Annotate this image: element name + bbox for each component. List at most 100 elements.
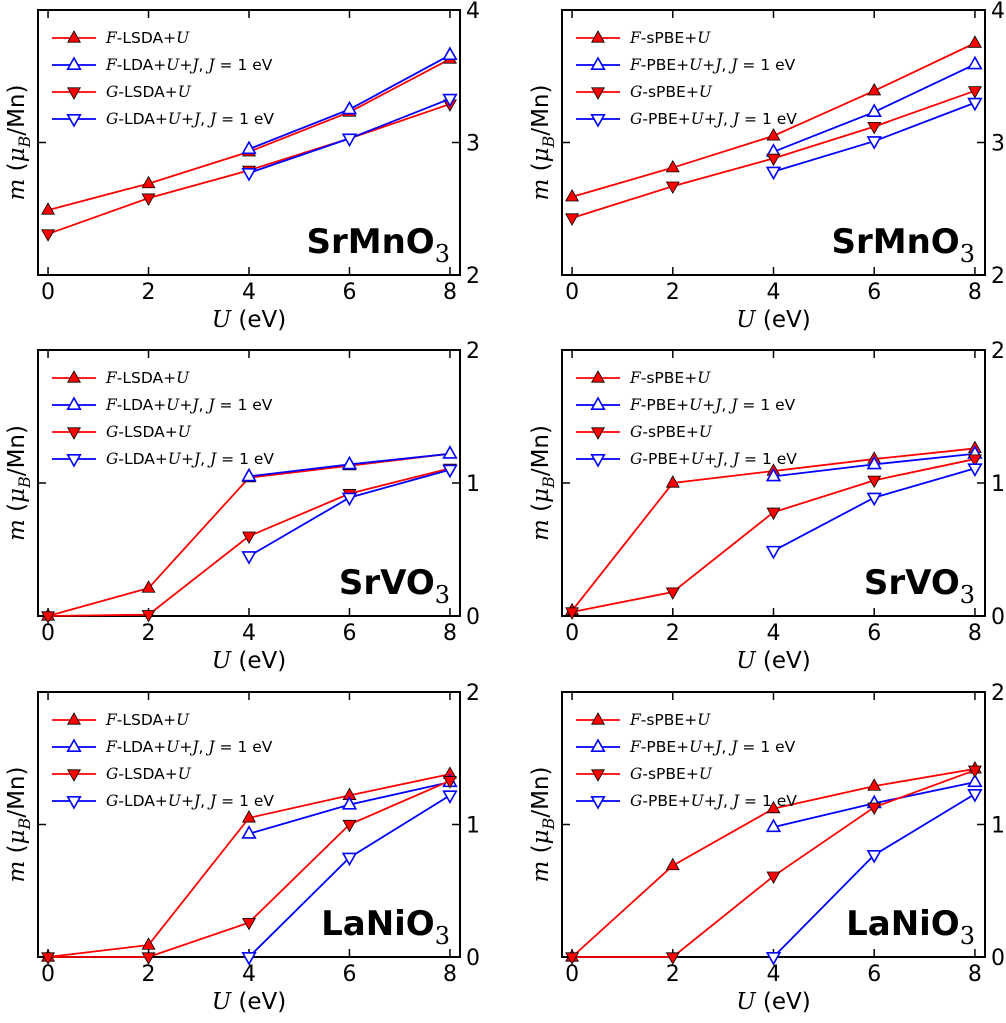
- x-tick-label: 4: [242, 621, 256, 646]
- legend-marker: [590, 114, 606, 128]
- data-point: [141, 952, 156, 965]
- data-point: [866, 849, 882, 864]
- data-point: [565, 607, 580, 620]
- legend-marker: [590, 454, 606, 468]
- compound-label: SrMnO3: [832, 222, 975, 268]
- data-point: [967, 97, 983, 112]
- x-tick-label: 4: [242, 280, 256, 305]
- legend-label: G-LDA+U+J, J = 1 eV: [106, 450, 274, 468]
- y-tick-label: 2: [991, 339, 1005, 364]
- x-tick-label: 2: [142, 621, 156, 646]
- data-point: [967, 789, 983, 803]
- data-point: [341, 795, 358, 810]
- data-point: [141, 580, 156, 593]
- y-axis-title: m (μB/Mn): [528, 767, 558, 883]
- x-axis-title: U (eV): [736, 648, 811, 674]
- legend-marker: [66, 396, 82, 410]
- y-tick-label: 0: [991, 605, 1005, 630]
- y-tick-label: 4: [991, 0, 1005, 24]
- y-tick-label: 4: [466, 0, 480, 24]
- legend-entry: F-sPBE+U: [576, 369, 711, 387]
- y-axis-title: m (μB/Mn): [4, 425, 34, 541]
- data-point: [867, 83, 882, 96]
- data-point: [141, 610, 156, 623]
- series-3: [565, 454, 982, 620]
- x-tick-label: 0: [565, 621, 579, 646]
- series-4: [241, 464, 458, 565]
- data-point: [241, 140, 257, 155]
- data-point: [765, 818, 782, 833]
- data-point: [665, 587, 680, 600]
- y-tick-label: 1: [466, 814, 480, 839]
- legend-label: F-LDA+U+J, J = 1 eV: [105, 56, 273, 74]
- series-2: [765, 55, 983, 157]
- legend-label: F-LSDA+U: [105, 711, 190, 729]
- data-point: [967, 86, 982, 99]
- y-axis-title: m (μB/Mn): [4, 767, 34, 883]
- data-point: [141, 175, 156, 189]
- y-tick-label: 2: [991, 264, 1005, 289]
- series-3: [41, 776, 457, 965]
- x-tick-label: 4: [767, 962, 781, 987]
- data-point: [766, 800, 781, 814]
- y-tick-label: 2: [466, 681, 480, 706]
- x-tick-label: 2: [142, 962, 156, 987]
- legend-entry: G-LDA+U+J, J = 1 eV: [52, 450, 274, 468]
- data-point: [867, 475, 882, 489]
- legend-marker: [590, 796, 606, 810]
- legend-marker: [66, 114, 82, 128]
- legend-entry: F-LSDA+U: [52, 29, 190, 47]
- legend-marker: [67, 769, 81, 782]
- data-point: [765, 166, 782, 181]
- series-4: [241, 93, 458, 182]
- legend-entry: G-LSDA+U: [52, 423, 192, 441]
- data-point: [665, 857, 680, 871]
- x-tick-label: 0: [41, 280, 55, 305]
- legend-marker: [591, 87, 605, 100]
- data-point: [41, 952, 56, 965]
- data-point: [241, 952, 257, 966]
- data-point: [341, 100, 358, 115]
- data-point: [41, 611, 56, 624]
- legend-entry: G-LDA+U+J, J = 1 eV: [52, 792, 274, 810]
- legend-label: F-PBE+U+J, J = 1 eV: [629, 738, 796, 756]
- series-1: [565, 35, 982, 202]
- x-tick-label: 6: [867, 280, 881, 305]
- x-tick-label: 6: [342, 280, 356, 305]
- x-tick-label: 8: [443, 280, 457, 305]
- legend-label: G-PBE+U+J, J = 1 eV: [630, 110, 797, 128]
- data-point: [442, 776, 457, 789]
- data-point: [867, 122, 882, 135]
- legend-entry: F-sPBE+U: [576, 29, 711, 47]
- data-point: [242, 917, 256, 931]
- x-axis-title: U (eV): [736, 307, 811, 333]
- data-point: [141, 193, 156, 206]
- legend-marker: [591, 30, 605, 43]
- legend-entry: F-LSDA+U: [52, 711, 190, 729]
- legend-label: F-sPBE+U: [629, 29, 711, 47]
- x-tick-label: 8: [443, 962, 457, 987]
- legend-entry: G-PBE+U+J, J = 1 eV: [576, 450, 797, 468]
- series-2: [241, 46, 458, 155]
- y-tick-label: 0: [466, 605, 480, 630]
- y-tick-label: 3: [991, 132, 1005, 157]
- legend-marker: [67, 87, 81, 100]
- legend-marker: [67, 30, 81, 43]
- legend-entry: G-sPBE+U: [576, 765, 713, 783]
- series-3: [565, 86, 982, 226]
- legend-entry: G-sPBE+U: [576, 423, 713, 441]
- x-axis-title: U (eV): [212, 307, 287, 333]
- legend-label: F-LDA+U+J, J = 1 eV: [105, 396, 273, 414]
- series-1: [41, 51, 457, 215]
- compound-label: LaNiO3: [846, 904, 975, 950]
- series-4: [241, 790, 458, 966]
- x-tick-label: 8: [968, 962, 982, 987]
- data-point: [141, 937, 156, 950]
- legend-label: G-PBE+U+J, J = 1 eV: [630, 792, 797, 810]
- data-point: [967, 454, 982, 467]
- legend-entry: F-LDA+U+J, J = 1 eV: [52, 56, 273, 74]
- y-tick-label: 3: [466, 132, 480, 157]
